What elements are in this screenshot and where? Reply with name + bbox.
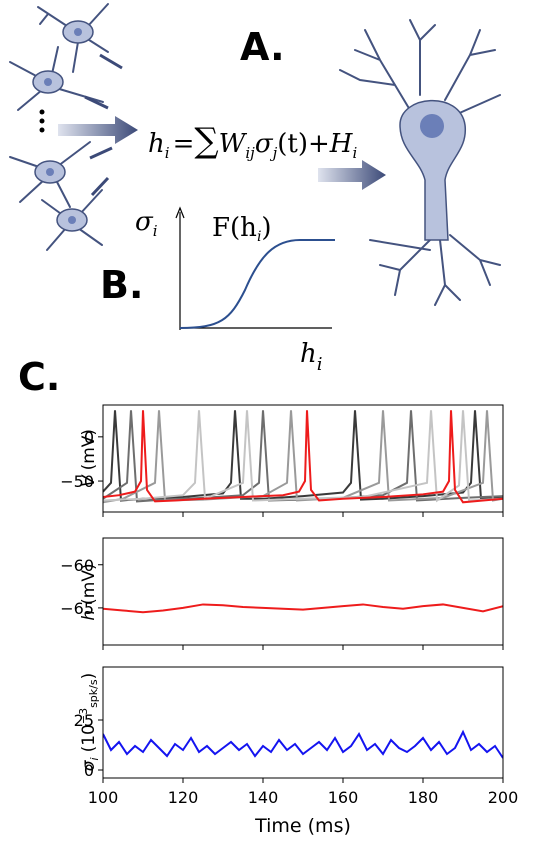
trace (103, 729, 503, 759)
label-part: ) (261, 213, 271, 243)
sigmoid-axes (175, 206, 332, 330)
output-arrow (318, 160, 386, 190)
eq-part: i (352, 144, 357, 162)
label-part: h (300, 339, 317, 369)
y-tick-label: 0 (84, 761, 94, 780)
label-part: spk/s (87, 679, 100, 708)
x-tick-label: 140 (248, 788, 279, 807)
y-tick-label: 25 (74, 711, 94, 730)
x-axis-label: Time (ms) (254, 815, 351, 837)
label-part: h (79, 610, 99, 621)
equation: hi =∑Wijσj(t)+Hi (148, 121, 357, 162)
panel-label: B. (100, 263, 143, 307)
label-part: i (257, 229, 261, 245)
label-part: σ (79, 759, 99, 771)
label-part: (10 (79, 724, 99, 752)
label-part: ) (79, 673, 99, 680)
x-tick-label: 200 (488, 788, 519, 807)
sigmoid-plot: σi F(hi) hi (135, 206, 335, 375)
x-tick-label: 100 (88, 788, 119, 807)
trace (103, 410, 503, 504)
input-neurons (9, 3, 123, 251)
x-tick-label: 120 (168, 788, 199, 807)
x-tick-label: 180 (408, 788, 439, 807)
eq-part: ∑ (194, 121, 218, 161)
eq-part: (t) (277, 129, 308, 159)
plot-frame (102, 404, 504, 513)
sigmoid-curve (179, 239, 335, 329)
y-axis-label: σi (10−3spk/s) (77, 673, 101, 772)
trace (103, 410, 503, 503)
label-part: σ (135, 207, 154, 237)
x-tick-label: 160 (328, 788, 359, 807)
trace (103, 603, 503, 614)
y-tick-label: −60 (60, 556, 94, 575)
label-part: i (317, 354, 323, 375)
eq-part: i (165, 144, 170, 162)
small-arrows (84, 53, 123, 197)
eq-part: = (173, 129, 195, 159)
eq-part: j (270, 144, 278, 162)
y-axis-label: h (mV) (79, 563, 99, 620)
label-part: F(h (212, 213, 257, 243)
y-axis-label: V (mV) (79, 429, 99, 487)
eq-part: ij (245, 144, 255, 162)
panel-label: C. (18, 355, 60, 399)
y-tick-label: −50 (60, 472, 94, 491)
eq-part: σ (255, 129, 274, 159)
trace (103, 410, 503, 504)
sigmoid-curve-label: F(hi) (212, 213, 272, 245)
label-part: −3 (77, 708, 90, 724)
eq-part: W (219, 129, 248, 159)
eq-part: + (308, 129, 330, 159)
sigmoid-x-label: hi (300, 339, 323, 375)
input-arrow (58, 116, 138, 144)
y-tick-label: −65 (60, 599, 94, 618)
label-part: (mV) (79, 563, 99, 604)
sigmoid-y-label: σi (135, 207, 158, 240)
y-tick-label: 0 (84, 428, 94, 447)
label-part: i (88, 757, 101, 760)
trace (103, 410, 503, 503)
target-neuron (339, 19, 501, 306)
panel-label: A. (240, 25, 285, 69)
label-part: i (153, 222, 158, 240)
label-part: V (79, 474, 99, 487)
label-part: (mV) (79, 429, 99, 470)
eq-part: H (329, 129, 354, 159)
eq-part: h (148, 129, 165, 159)
plot-frame (102, 666, 504, 779)
plot-frame (102, 537, 504, 646)
